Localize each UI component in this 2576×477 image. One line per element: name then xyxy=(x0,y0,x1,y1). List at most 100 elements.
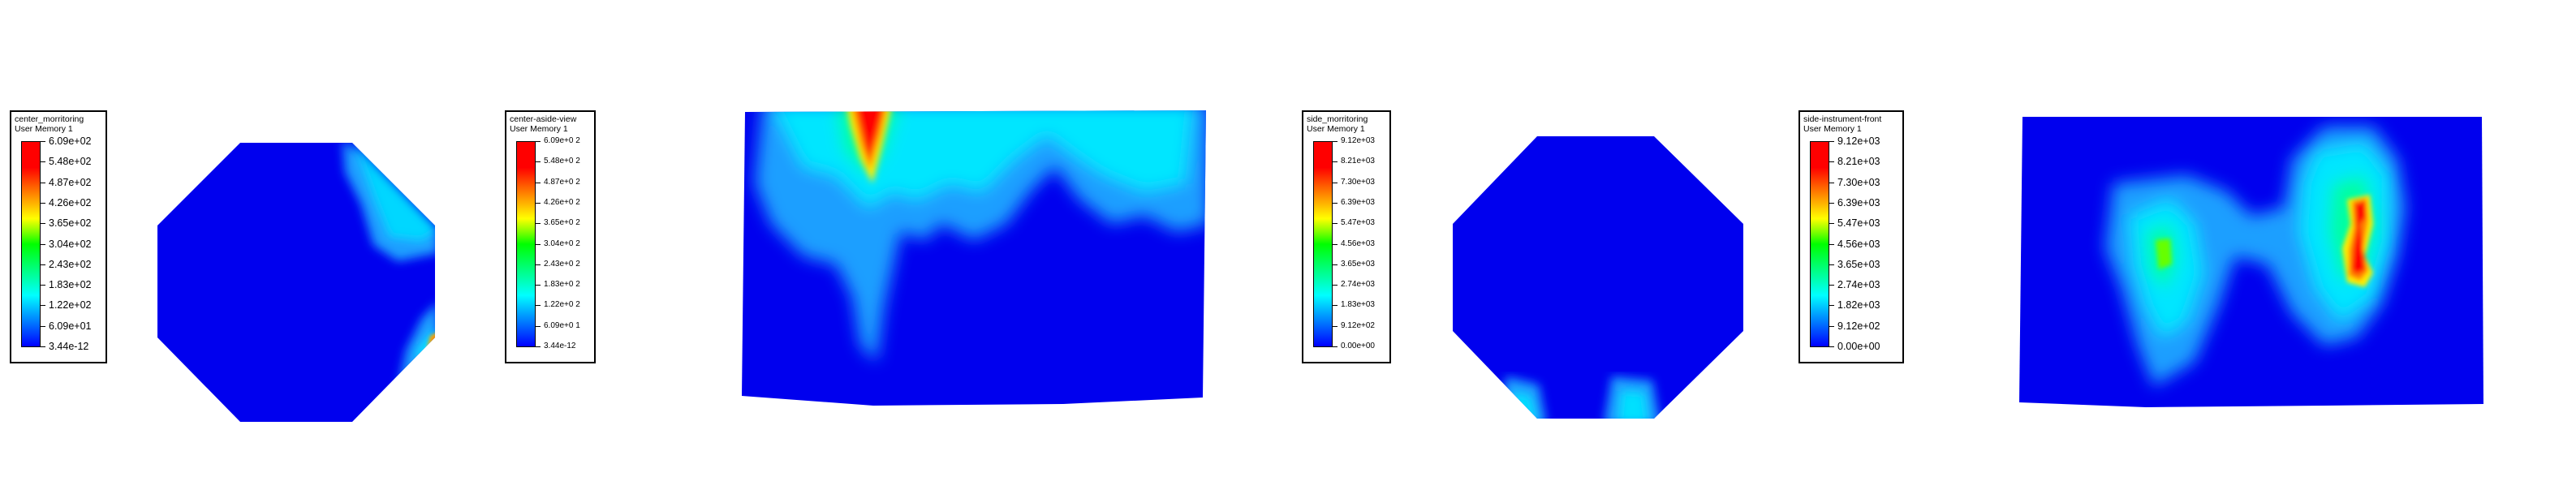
colorbar-tick xyxy=(536,346,541,347)
legend-subtitle: User Memory 1 xyxy=(15,124,73,134)
contour-plot-center-top xyxy=(154,140,438,425)
colorbar-label: 4.26e+0 2 xyxy=(544,197,580,207)
colorbar-label: 2.74e+03 xyxy=(1837,279,1880,291)
legend-title: center-aside-view xyxy=(510,114,577,124)
colorbar-tick xyxy=(536,141,541,142)
colorbar-tick xyxy=(41,305,45,307)
colorbar-label: 6.39e+03 xyxy=(1341,197,1375,207)
colorbar-tick xyxy=(41,161,45,163)
colorbar-label: 0.00e+00 xyxy=(1341,342,1375,350)
colorbar-label: 1.22e+0 2 xyxy=(544,300,580,310)
legend-title: side-instrument-front xyxy=(1803,114,1882,124)
colorbar-label: 5.48e+02 xyxy=(49,156,92,168)
colorbar-label: 3.65e+03 xyxy=(1837,258,1880,270)
legend-title: center_morritoring xyxy=(15,114,84,124)
colorbar-tick xyxy=(1333,202,1338,204)
legend-subtitle: User Memory 1 xyxy=(1307,124,1365,134)
colorbar-label: 9.12e+03 xyxy=(1341,136,1375,145)
colorbar-tick xyxy=(41,202,45,204)
colorbar-label: 4.87e+0 2 xyxy=(544,177,580,187)
colorbar-label: 0.00e+00 xyxy=(1837,341,1880,352)
colorbar-label: 2.43e+02 xyxy=(49,258,92,270)
legend-center-monitoring: center_morritoring User Memory 1 6.09e+0… xyxy=(10,110,107,363)
colorbar-tick xyxy=(1333,243,1338,245)
colorbar xyxy=(1810,141,1829,347)
legend-subtitle: User Memory 1 xyxy=(1803,124,1862,134)
colorbar-tick xyxy=(1333,223,1338,225)
colorbar-label: 3.65e+03 xyxy=(1341,259,1375,269)
colorbar-tick xyxy=(1333,325,1338,327)
contour-plot-side-top xyxy=(1450,133,1747,422)
colorbar-tick xyxy=(1829,243,1834,245)
colorbar-label: 6.09e+0 2 xyxy=(544,136,580,145)
colorbar-tick xyxy=(1829,223,1834,225)
colorbar-tick xyxy=(41,141,45,142)
legend-title: side_morritoring xyxy=(1307,114,1368,124)
colorbar-tick xyxy=(1829,141,1834,142)
colorbar-tick xyxy=(41,264,45,265)
colorbar-tick xyxy=(1829,346,1834,347)
colorbar-label: 8.21e+03 xyxy=(1341,157,1375,166)
colorbar-label: 6.39e+03 xyxy=(1837,196,1880,208)
colorbar-tick xyxy=(1829,264,1834,265)
colorbar-label: 6.09e+0 1 xyxy=(544,320,580,330)
colorbar-label: 9.12e+03 xyxy=(1837,135,1880,147)
colorbar-tick xyxy=(536,223,541,225)
colorbar-tick xyxy=(536,202,541,204)
colorbar-label: 8.21e+03 xyxy=(1837,156,1880,168)
legend-side-instrument-front: side-instrument-front User Memory 1 9.12… xyxy=(1798,110,1904,363)
colorbar-label: 4.56e+03 xyxy=(1837,238,1880,250)
colorbar-label: 9.12e+02 xyxy=(1837,320,1880,332)
colorbar-label: 5.47e+03 xyxy=(1341,218,1375,228)
colorbar-label: 2.74e+03 xyxy=(1341,280,1375,290)
colorbar-label: 3.65e+0 2 xyxy=(544,218,580,228)
colorbar-label: 4.56e+03 xyxy=(1341,238,1375,248)
colorbar-label: 1.82e+03 xyxy=(1837,299,1880,312)
colorbar-tick xyxy=(1829,161,1834,163)
colorbar-tick xyxy=(1333,285,1338,286)
contour-plot-side-front xyxy=(2016,110,2487,410)
colorbar-label: 7.30e+03 xyxy=(1341,177,1375,187)
colorbar-label: 5.48e+0 2 xyxy=(544,157,580,166)
colorbar-tick xyxy=(1829,325,1834,327)
colorbar xyxy=(21,141,41,347)
colorbar-label: 6.09e+02 xyxy=(49,135,92,147)
colorbar-label: 3.04e+0 2 xyxy=(544,238,580,248)
legend-center-aside-view: center-aside-view User Memory 1 6.09e+0 … xyxy=(505,110,596,363)
colorbar-label: 7.30e+03 xyxy=(1837,176,1880,188)
colorbar-label: 3.65e+02 xyxy=(49,217,92,230)
colorbar-label: 2.43e+0 2 xyxy=(544,259,580,269)
colorbar-label: 6.09e+01 xyxy=(49,320,92,332)
colorbar-tick xyxy=(1829,202,1834,204)
colorbar-label: 4.87e+02 xyxy=(49,176,92,188)
colorbar-tick xyxy=(41,325,45,327)
colorbar-tick xyxy=(536,285,541,286)
colorbar-label: 1.83e+0 2 xyxy=(544,280,580,290)
colorbar-tick xyxy=(1829,305,1834,307)
colorbar-tick xyxy=(536,264,541,265)
colorbar-tick xyxy=(536,305,541,307)
colorbar-tick xyxy=(536,325,541,327)
contour-plot-center-side xyxy=(739,102,1209,410)
colorbar-label: 9.12e+02 xyxy=(1341,320,1375,330)
colorbar-tick xyxy=(1333,161,1338,163)
colorbar-tick xyxy=(1333,305,1338,307)
colorbar-tick xyxy=(41,285,45,286)
colorbar-label: 3.44e-12 xyxy=(49,341,89,352)
colorbar-tick xyxy=(536,161,541,163)
colorbar-label: 4.26e+02 xyxy=(49,196,92,208)
colorbar-tick xyxy=(41,223,45,225)
colorbar-label: 1.83e+03 xyxy=(1341,300,1375,310)
colorbar-label: 3.44e-12 xyxy=(544,342,576,350)
colorbar-tick xyxy=(41,243,45,245)
legend-side-monitoring: side_morritoring User Memory 1 9.12e+03 8… xyxy=(1302,110,1391,363)
colorbar-tick xyxy=(1333,346,1338,347)
colorbar-label: 5.47e+03 xyxy=(1837,217,1880,230)
colorbar xyxy=(1313,141,1333,347)
legend-subtitle: User Memory 1 xyxy=(510,124,568,134)
colorbar-label: 1.83e+02 xyxy=(49,279,92,291)
colorbar-label: 3.04e+02 xyxy=(49,238,92,250)
colorbar-tick xyxy=(41,346,45,347)
colorbar-tick xyxy=(1333,264,1338,265)
colorbar-tick xyxy=(1333,141,1338,142)
